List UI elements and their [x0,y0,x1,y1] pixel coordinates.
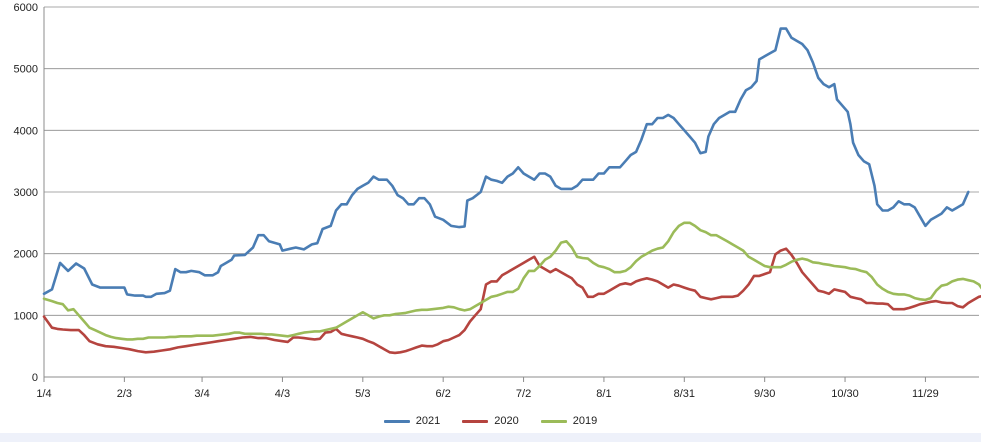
x-tick-label: 4/3 [275,388,290,400]
x-tick-label: 5/3 [355,388,370,400]
x-tick-label: 7/2 [516,388,531,400]
legend-label-2020: 2020 [494,415,519,427]
x-tick-label: 1/4 [36,388,51,400]
y-tick-label: 4000 [14,125,38,137]
legend-item-2020: 2020 [462,415,519,427]
legend-swatch-2020 [462,419,489,423]
x-tick-label: 10/30 [831,388,859,400]
y-tick-label: 0 [32,372,38,384]
series-lines [42,27,981,355]
x-tick-label: 6/2 [436,388,451,400]
y-tick-labels: 0 1000 2000 3000 4000 5000 6000 [14,2,38,384]
series-line-2021 [42,27,970,299]
y-tick-label: 2000 [14,249,38,261]
x-tick-label: 8/1 [596,388,611,400]
series-line-2019 [42,221,981,341]
x-tick-label: 8/31 [674,388,695,400]
axes [43,7,979,382]
series-line-2020 [42,247,981,355]
x-tick-label: 11/29 [912,388,939,400]
x-tick-labels: 1/4 2/3 3/4 4/3 5/3 6/2 7/2 8/1 8/31 9/30 10/30 11/… [36,388,938,400]
x-tick-label: 2/3 [117,388,132,400]
legend-item-2019: 2019 [540,415,598,427]
y-tick-label: 1000 [14,310,38,322]
gridlines [44,6,979,316]
legend-swatch-2019 [540,419,567,423]
y-tick-label: 5000 [14,64,38,76]
legend-item-2021: 2021 [383,415,441,427]
legend-label-2021: 2021 [415,415,441,427]
x-tick-label: 9/30 [754,388,775,400]
legend: 2021 2020 2019 [0,411,981,431]
bottom-band [0,433,981,442]
legend-label-2019: 2019 [572,415,598,427]
y-tick-label: 3000 [14,187,38,199]
x-tick-label: 3/4 [194,388,209,400]
legend-swatch-2021 [383,419,410,423]
y-tick-label: 6000 [14,2,38,14]
